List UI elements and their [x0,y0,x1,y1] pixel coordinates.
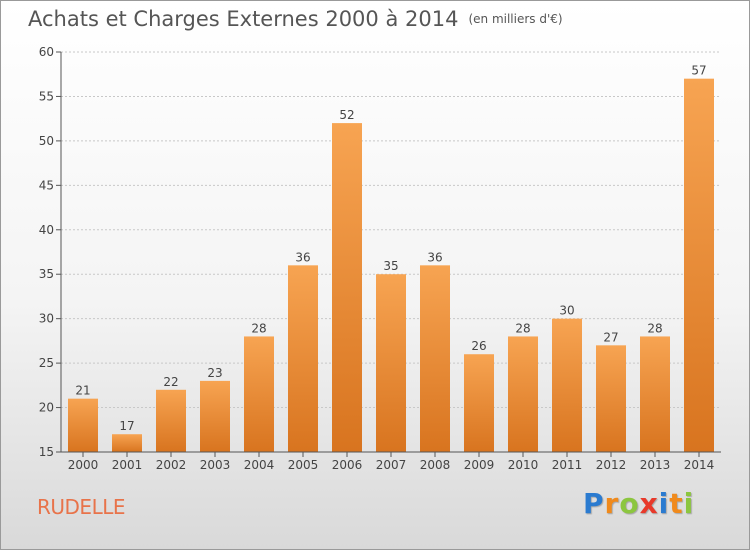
commune-name: RUDELLE [37,495,126,519]
chart-title: Achats et Charges Externes 2000 à 2014 (e… [28,7,563,31]
x-tick-label: 2000 [68,458,99,472]
x-tick-label: 2001 [112,458,143,472]
bar [684,78,714,453]
chart-subtitle: (en milliers d'€) [468,12,563,26]
bar [508,336,538,452]
chart-title-text: Achats et Charges Externes 2000 à 2014 [28,7,459,31]
bar [376,274,406,452]
x-tick-label: 2013 [640,458,671,472]
bar [420,265,450,452]
bar [156,389,186,452]
bars: 21 17 22 23 28 36 52 35 36 26 28 30 27 28 57 [68,64,714,453]
bar-value-label: 52 [339,108,354,122]
logo-letter: x [639,487,659,520]
bar-value-label: 21 [75,384,90,398]
bar [332,123,362,452]
y-tick-label: 45 [39,178,54,192]
bar-value-label: 57 [691,64,706,78]
bar [552,318,582,452]
y-tick-label: 55 [39,89,54,103]
axes: 15 20 25 30 35 40 45 50 55 60 2000 2001 2002 2003 2004… [39,45,721,472]
bar [244,336,274,452]
bar [288,265,318,452]
logo-letter: i [683,487,695,520]
bar [596,345,626,452]
x-tick-label: 2005 [288,458,319,472]
bar-value-label: 23 [207,366,222,380]
bar-value-label: 17 [119,419,134,433]
y-tick-label: 20 [39,401,54,415]
bar-value-label: 28 [251,321,266,335]
proxiti-logo: Proxiti [583,487,694,520]
bar [68,398,98,452]
bar-value-label: 28 [515,321,530,335]
x-tick-label: 2006 [332,458,363,472]
bar-value-label: 28 [647,321,662,335]
bar [640,336,670,452]
logo-letter: o [619,487,640,520]
x-tick-label: 2004 [244,458,275,472]
y-tick-label: 25 [39,356,54,370]
x-tick-label: 2008 [420,458,451,472]
bar [200,380,230,452]
x-tick-label: 2010 [508,458,539,472]
x-tick-label: 2007 [376,458,407,472]
bar-value-label: 36 [427,250,442,264]
x-tick-label: 2003 [200,458,231,472]
bar-value-label: 22 [163,375,178,389]
logo-letter: P [583,487,605,520]
bar [464,354,494,452]
x-tick-label: 2009 [464,458,495,472]
y-tick-label: 30 [39,312,54,326]
y-tick-label: 60 [39,45,54,59]
y-tick-label: 40 [39,223,54,237]
bar-value-label: 36 [295,250,310,264]
bar-value-label: 30 [559,304,574,318]
y-tick-label: 15 [39,445,54,459]
y-tick-label: 50 [39,134,54,148]
x-tick-label: 2012 [596,458,627,472]
x-tick-label: 2002 [156,458,187,472]
logo-letter: i [658,487,670,520]
x-tick-label: 2014 [684,458,715,472]
logo-letter: r [604,487,620,520]
bar [112,434,142,452]
x-tick-label: 2011 [552,458,583,472]
bar-value-label: 27 [603,330,618,344]
y-tick-label: 35 [39,267,54,281]
bar-value-label: 35 [383,259,398,273]
bar-value-label: 26 [471,339,486,353]
logo-letter: t [669,487,684,520]
